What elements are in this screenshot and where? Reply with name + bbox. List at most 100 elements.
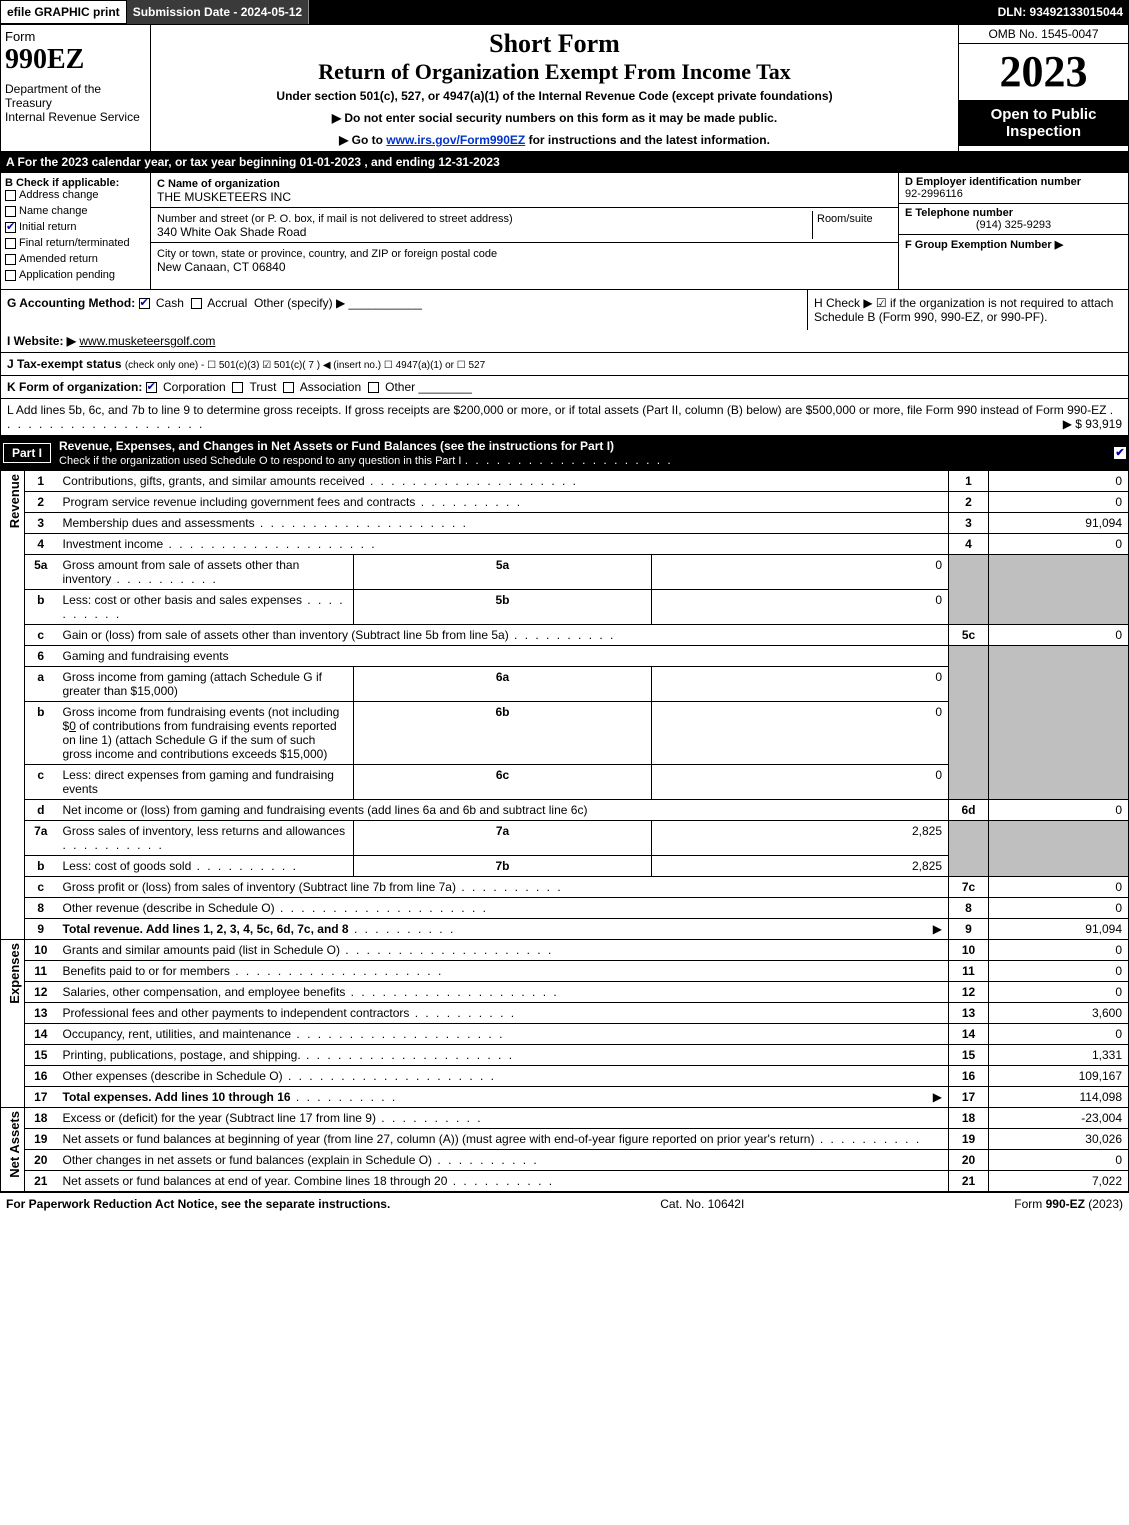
line-7b-sub: 7b [354,856,651,877]
line-16-desc: Other expenses (describe in Schedule O) [57,1066,949,1087]
line-1-desc: Contributions, gifts, grants, and simila… [57,471,949,492]
line-6a-sub: 6a [354,667,651,702]
line-5b-num: b [25,590,57,625]
line-6b-subval: 0 [651,702,948,765]
line-15-val: 1,331 [989,1045,1129,1066]
initial-return-check[interactable]: Initial return [5,221,146,233]
line-9-val: 91,094 [989,919,1129,940]
part-i-check[interactable] [1114,447,1126,459]
address-change-check[interactable]: Address change [5,189,146,201]
line-16-num: 16 [25,1066,57,1087]
line-1-num: 1 [25,471,57,492]
form-label: Form [5,29,146,44]
group-exempt-row: F Group Exemption Number ▶ [899,235,1128,254]
line-13-endnum: 13 [949,1003,989,1024]
line-7b-subval: 2,825 [651,856,948,877]
line-6d-endnum: 6d [949,800,989,821]
line-6a-desc: Gross income from gaming (attach Schedul… [57,667,354,702]
form-table: Revenue 1 Contributions, gifts, grants, … [0,470,1129,1192]
line-7c-num: c [25,877,57,898]
line-21-num: 21 [25,1171,57,1192]
footer-left: For Paperwork Reduction Act Notice, see … [6,1197,390,1211]
line-6-num: 6 [25,646,57,667]
line-5a-desc: Gross amount from sale of assets other t… [57,555,354,590]
other-org-check[interactable] [368,382,379,393]
line-15-endnum: 15 [949,1045,989,1066]
line-11-desc: Benefits paid to or for members [57,961,949,982]
netassets-section-label: Net Assets [1,1108,25,1192]
subtitle: Under section 501(c), 527, or 4947(a)(1)… [155,89,954,103]
header-right: OMB No. 1545-0047 2023 Open to Public In… [958,25,1128,151]
line-15-desc: Printing, publications, postage, and shi… [57,1045,949,1066]
final-return-check[interactable]: Final return/terminated [5,237,146,249]
website-value[interactable]: www.musketeersgolf.com [79,334,215,348]
line-l-row: L Add lines 5b, 6c, and 7b to line 9 to … [0,399,1129,436]
line-11-val: 0 [989,961,1129,982]
street-value: 340 White Oak Shade Road [157,225,306,239]
ssn-warning: ▶ Do not enter social security numbers o… [155,111,954,125]
line-5a-sub: 5a [354,555,651,590]
line-17-endnum: 17 [949,1087,989,1108]
line-19-val: 30,026 [989,1129,1129,1150]
k-label: K Form of organization: [7,380,142,394]
street-label: Number and street (or P. O. box, if mail… [157,213,513,225]
corp-check[interactable] [146,382,157,393]
revenue-section-label: Revenue [1,471,25,940]
line-21-desc: Net assets or fund balances at end of ye… [57,1171,949,1192]
form-header: Form 990EZ Department of the Treasury In… [0,24,1129,152]
line-19-num: 19 [25,1129,57,1150]
name-change-check[interactable]: Name change [5,205,146,217]
line-17-val: 114,098 [989,1087,1129,1108]
app-pending-check[interactable]: Application pending [5,269,146,281]
line-7a-sub: 7a [354,821,651,856]
line-18-val: -23,004 [989,1108,1129,1129]
line-14-num: 14 [25,1024,57,1045]
line-2-val: 0 [989,492,1129,513]
column-b: B Check if applicable: Address change Na… [1,173,151,289]
footer-right: Form 990-EZ (2023) [1014,1197,1123,1211]
ein-value: 92-2996116 [905,188,963,200]
accrual-check[interactable] [191,298,202,309]
line-7a-subval: 2,825 [651,821,948,856]
line-6a-subval: 0 [651,667,948,702]
part-i-dots [465,453,673,467]
website-label: I Website: ▶ [7,334,76,348]
line-13-val: 3,600 [989,1003,1129,1024]
line-5c-desc: Gain or (loss) from sale of assets other… [57,625,949,646]
assoc-check[interactable] [283,382,294,393]
return-title: Return of Organization Exempt From Incom… [155,59,954,85]
open-public-badge: Open to Public Inspection [959,100,1128,146]
line-5a-subval: 0 [651,555,948,590]
info-grid: B Check if applicable: Address change Na… [0,172,1129,290]
cash-check[interactable] [139,298,150,309]
trust-check[interactable] [232,382,243,393]
line-13-num: 13 [25,1003,57,1024]
line-7c-endnum: 7c [949,877,989,898]
header-center: Short Form Return of Organization Exempt… [151,25,958,151]
line-3-endnum: 3 [949,513,989,534]
part-i-header: Part I Revenue, Expenses, and Changes in… [0,436,1129,470]
irs-link[interactable]: www.irs.gov/Form990EZ [386,133,525,147]
phone-row: E Telephone number (914) 325-9293 [899,204,1128,235]
page-footer: For Paperwork Reduction Act Notice, see … [0,1192,1129,1215]
line-2-num: 2 [25,492,57,513]
section-a-text: A For the 2023 calendar year, or tax yea… [6,155,500,169]
other-method-label: Other (specify) ▶ [254,296,345,310]
line-21-endnum: 21 [949,1171,989,1192]
line-1-val: 0 [989,471,1129,492]
org-name-label: C Name of organization [157,178,280,190]
line-20-val: 0 [989,1150,1129,1171]
line-12-desc: Salaries, other compensation, and employ… [57,982,949,1003]
line-1-endnum: 1 [949,471,989,492]
goto-line: ▶ Go to www.irs.gov/Form990EZ for instru… [155,133,954,147]
department: Department of the Treasury Internal Reve… [5,82,146,124]
room-label: Room/suite [817,213,873,225]
corp-label: Corporation [163,380,226,394]
amended-return-check[interactable]: Amended return [5,253,146,265]
line-10-endnum: 10 [949,940,989,961]
form-number: 990EZ [5,44,146,76]
line-6d-val: 0 [989,800,1129,821]
other-org-label: Other [385,380,415,394]
column-d: D Employer identification number 92-2996… [898,173,1128,289]
line-14-endnum: 14 [949,1024,989,1045]
